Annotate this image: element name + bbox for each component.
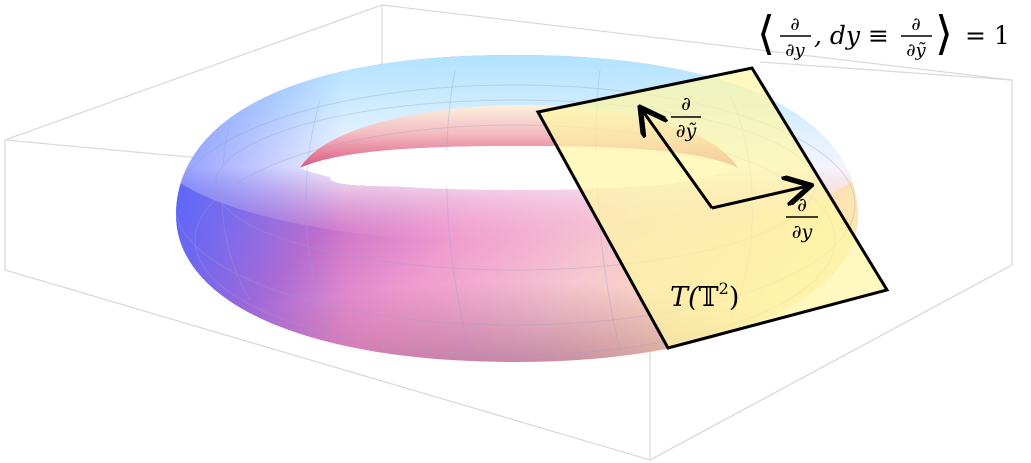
box-edge — [4, 139, 201, 159]
vector-vertical-den: ∂ỹ — [676, 120, 697, 142]
box-edge — [381, 4, 1013, 81]
formula-frac2-den: ∂ỹ — [906, 40, 926, 61]
formula-frac1-den: ∂y — [785, 40, 805, 61]
box-edge — [4, 4, 383, 141]
vector-horizontal-den: ∂y — [792, 221, 813, 243]
tangent-vectors — [642, 110, 808, 210]
vector-vertical-label: ∂ ∂ỹ — [671, 93, 701, 142]
svg-text:T(𝕋2): T(𝕋2) — [670, 279, 739, 313]
plane-label-exp: 2 — [719, 279, 729, 298]
formula-frac1-num: ∂ — [790, 14, 799, 35]
formula-frac2-num: ∂ — [911, 14, 920, 35]
bounding-box — [4, 4, 1013, 461]
formula-equals: = 1 — [965, 21, 1010, 50]
pairing-formula: ⟨ ∂ ∂y , dy ≡ ∂ ∂ỹ ⟩ = 1 — [757, 6, 1010, 61]
plane-label-torus: 𝕋 — [699, 282, 719, 313]
vector-vertical-arrow — [642, 110, 714, 209]
box-edge — [4, 269, 651, 461]
box-edge — [759, 61, 1013, 81]
plane-label: T(𝕋2) — [670, 279, 739, 313]
vector-vertical-num: ∂ — [681, 93, 691, 115]
vector-horizontal-arrow — [711, 186, 808, 210]
vector-horizontal-label: ∂ ∂y — [786, 194, 818, 243]
plane-label-close: ) — [729, 282, 740, 313]
formula-middle: , dy ≡ — [814, 21, 889, 50]
formula-angle-open: ⟨ — [757, 6, 775, 60]
vector-horizontal-num: ∂ — [797, 194, 807, 216]
box-edge — [649, 264, 1013, 461]
formula-angle-close: ⟩ — [935, 6, 953, 60]
plane-label-T: T( — [670, 282, 700, 313]
